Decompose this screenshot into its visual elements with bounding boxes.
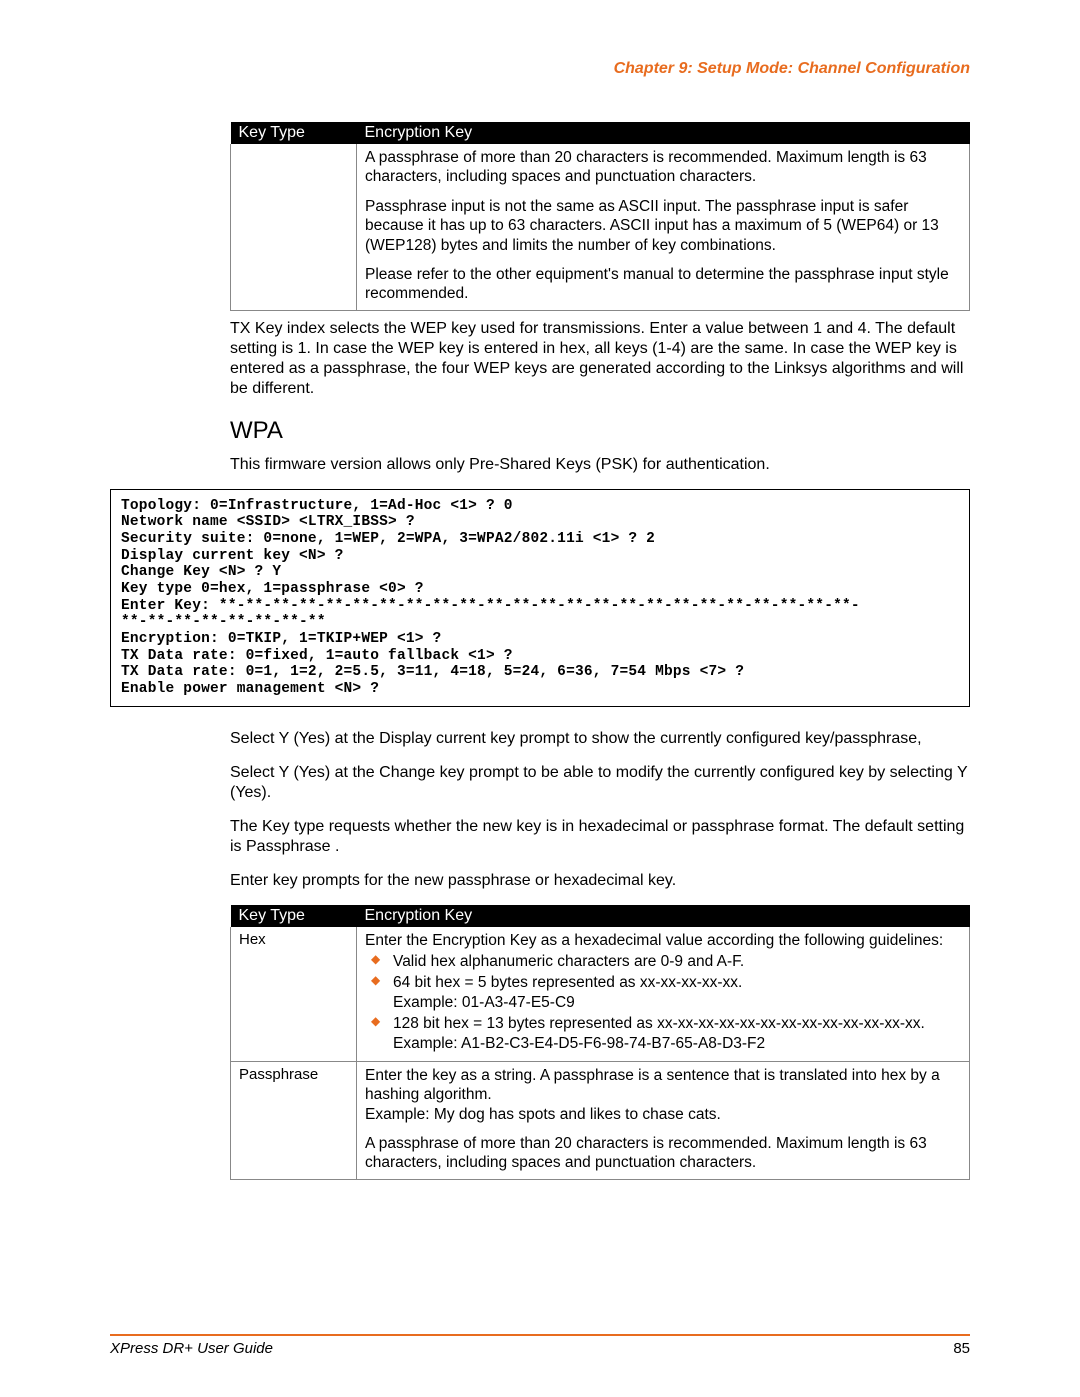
table2-pass-label: Passphrase bbox=[231, 1061, 357, 1179]
table-row: Hex Enter the Encryption Key as a hexade… bbox=[231, 927, 970, 1062]
hex-bullet-3: 128 bit hex = 13 bytes represented as xx… bbox=[365, 1014, 961, 1053]
pass-p1: Enter the key as a string. A passphrase … bbox=[365, 1066, 961, 1105]
hex-intro: Enter the Encryption Key as a hexadecima… bbox=[365, 931, 961, 950]
wpa-intro: This firmware version allows only Pre-Sh… bbox=[230, 455, 970, 475]
footer-page-number: 85 bbox=[953, 1340, 970, 1357]
encryption-table-1: Key Type Encryption Key A passphrase of … bbox=[230, 122, 970, 311]
table2-hex-label: Hex bbox=[231, 927, 357, 1062]
display-key-para: Select Y (Yes) at the Display current ke… bbox=[230, 729, 970, 749]
chapter-header: Chapter 9: Setup Mode: Channel Configura… bbox=[110, 60, 970, 78]
pass-p2: Example: My dog has spots and likes to c… bbox=[365, 1105, 961, 1124]
change-key-para: Select Y (Yes) at the Change key prompt … bbox=[230, 763, 970, 803]
hex-bullet-1: Valid hex alphanumeric characters are 0-… bbox=[365, 952, 961, 971]
table1-cell-keytype bbox=[231, 144, 357, 310]
table-row: Passphrase Enter the key as a string. A … bbox=[231, 1061, 970, 1179]
pass-p3: A passphrase of more than 20 characters … bbox=[365, 1134, 961, 1173]
encryption-table-2: Key Type Encryption Key Hex Enter the En… bbox=[230, 905, 970, 1180]
table2-header-keytype: Key Type bbox=[231, 905, 357, 927]
table1-para3: Please refer to the other equipment's ma… bbox=[365, 265, 961, 304]
page-footer: XPress DR+ User Guide 85 bbox=[110, 1334, 970, 1357]
footer-title: XPress DR+ User Guide bbox=[110, 1340, 273, 1357]
table1-header-keytype: Key Type bbox=[231, 122, 357, 144]
enterkey-para: Enter key prompts for the new passphrase… bbox=[230, 871, 970, 891]
table1-header-enckey: Encryption Key bbox=[357, 122, 970, 144]
keytype-para: The Key type requests whether the new ke… bbox=[230, 817, 970, 857]
wpa-heading: WPA bbox=[230, 417, 970, 445]
table2-pass-body: Enter the key as a string. A passphrase … bbox=[357, 1061, 970, 1179]
hex-b2-line2: Example: 01-A3-47-E5-C9 bbox=[393, 994, 575, 1011]
table-row: A passphrase of more than 20 characters … bbox=[231, 144, 970, 310]
hex-b3-line2: Example: A1-B2-C3-E4-D5-F6-98-74-B7-65-A… bbox=[393, 1035, 765, 1052]
hex-bullet-2: 64 bit hex = 5 bytes represented as xx-x… bbox=[365, 973, 961, 1012]
table1-para2: Passphrase input is not the same as ASCI… bbox=[365, 197, 961, 255]
table1-cell-body: A passphrase of more than 20 characters … bbox=[357, 144, 970, 310]
terminal-block: Topology: 0=Infrastructure, 1=Ad-Hoc <1>… bbox=[110, 489, 970, 707]
hex-b2-line1: 64 bit hex = 5 bytes represented as xx-x… bbox=[393, 974, 742, 991]
txkey-paragraph: TX Key index selects the WEP key used fo… bbox=[230, 319, 970, 399]
hex-b3-line1: 128 bit hex = 13 bytes represented as xx… bbox=[393, 1015, 925, 1032]
table1-para1: A passphrase of more than 20 characters … bbox=[365, 148, 961, 187]
table2-hex-body: Enter the Encryption Key as a hexadecima… bbox=[357, 927, 970, 1062]
table2-header-enckey: Encryption Key bbox=[357, 905, 970, 927]
